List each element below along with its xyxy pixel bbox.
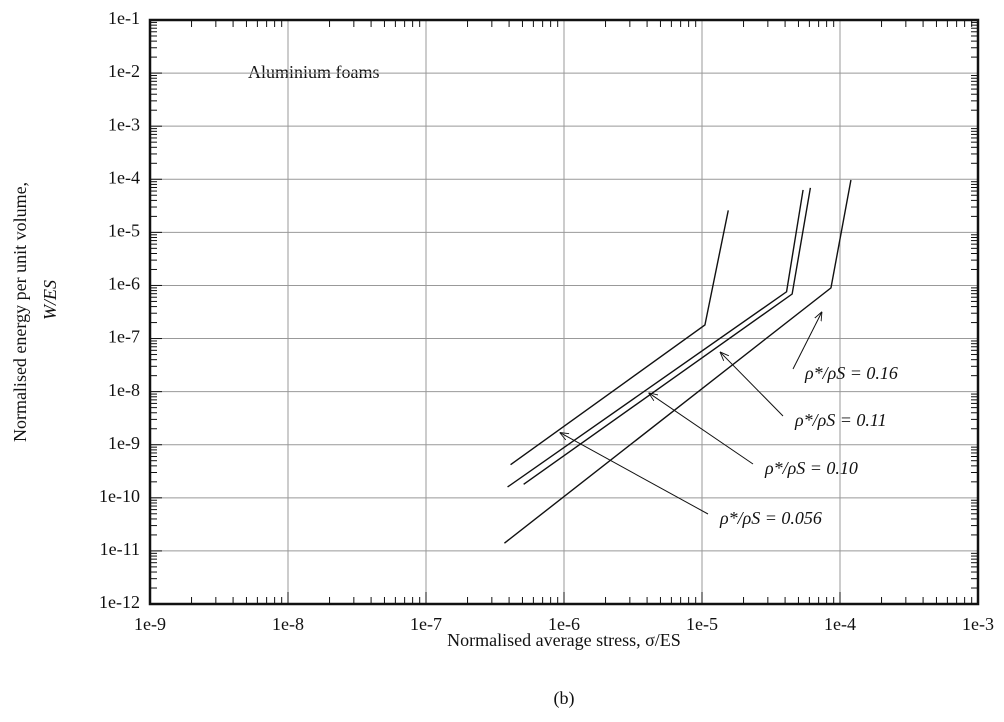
x-tick-label: 1e-7 <box>410 614 442 634</box>
annotation-arrow <box>560 432 709 515</box>
plot-frame <box>148 18 980 606</box>
series-label: ρ*/ρS = 0.10 <box>764 458 858 478</box>
y-axis-label: Normalised energy per unit volume, <box>10 182 30 442</box>
y-tick-label: 1e-2 <box>108 61 140 81</box>
annotation-arrow <box>792 312 822 370</box>
x-tick-label: 1e-4 <box>824 614 856 634</box>
x-tick-label: 1e-8 <box>272 614 304 634</box>
annotation-arrow <box>649 393 754 465</box>
y-tick-label: 1e-3 <box>108 114 140 134</box>
y-tick-label: 1e-4 <box>108 167 140 187</box>
y-tick-label: 1e-8 <box>108 380 140 400</box>
series-label: ρ*/ρS = 0.11 <box>794 410 887 430</box>
y-tick-label: 1e-5 <box>108 220 140 240</box>
series-line <box>507 189 804 488</box>
y-tick-label: 1e-9 <box>108 433 140 453</box>
x-tick-label: 1e-3 <box>962 614 994 634</box>
y-axis-label-unit: W/ES <box>40 280 60 320</box>
series-line <box>523 187 812 485</box>
series-label: ρ*/ρS = 0.16 <box>804 363 898 383</box>
annotation-title: Aluminium foams <box>248 62 380 82</box>
y-tick-label: 1e-1 <box>108 8 140 28</box>
annotation-arrow <box>720 352 784 417</box>
y-tick-label: 1e-11 <box>100 539 140 559</box>
x-axis-label: Normalised average stress, σ/ES <box>447 630 681 650</box>
y-tick-label: 1e-12 <box>99 592 140 612</box>
y-tick-label: 1e-10 <box>99 486 140 506</box>
series-label: ρ*/ρS = 0.056 <box>719 508 822 528</box>
x-tick-label: 1e-6 <box>548 614 580 634</box>
y-tick-label: 1e-6 <box>108 274 140 294</box>
x-tick-label: 1e-5 <box>686 614 718 634</box>
series-line <box>510 210 729 466</box>
caption: (b) <box>554 688 575 709</box>
y-tick-label: 1e-7 <box>108 327 140 347</box>
x-tick-label: 1e-9 <box>134 614 166 634</box>
series-line <box>503 179 852 544</box>
